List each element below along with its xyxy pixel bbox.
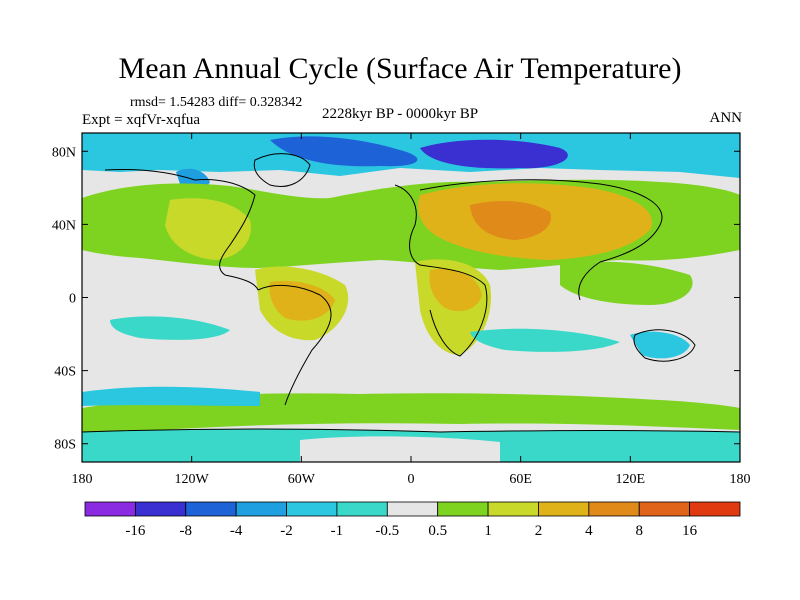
- colorbar-swatch: [134, 501, 187, 517]
- colorbar-swatch: [538, 501, 590, 517]
- map-title: Mean Annual Cycle (Surface Air Temperatu…: [118, 52, 682, 85]
- siberia-strong-cool: [420, 139, 568, 169]
- colorbar-label: 1: [484, 523, 492, 539]
- lon-tick-label: 180: [72, 472, 93, 487]
- colorbar-label: -0.5: [375, 523, 399, 539]
- arctic-strong-cool: [270, 136, 418, 167]
- colorbar-label: -8: [180, 523, 193, 539]
- colorbar-swatch: [286, 501, 338, 517]
- southern-ocean-cool: [82, 386, 260, 406]
- colorbar-swatch: [84, 501, 136, 517]
- colorbar-label: -4: [230, 523, 243, 539]
- colorbar-label: -2: [280, 523, 293, 539]
- africa-hot: [429, 268, 482, 312]
- longitude-axis: 180 120W 60W 0 60E 120E 180: [72, 133, 751, 487]
- north-america-warm: [165, 198, 251, 260]
- amazon-hot: [269, 280, 335, 321]
- colorbar-label: 2: [535, 523, 543, 539]
- season-label: ANN: [709, 110, 743, 126]
- rmsd-stats: rmsd= 1.54283 diff= 0.328342: [130, 95, 303, 110]
- maritime-warm: [560, 261, 693, 305]
- colorbar-swatch: [336, 501, 388, 517]
- colorbar-label: -16: [125, 523, 145, 539]
- anomaly-field: [82, 133, 740, 462]
- coast-north-america: [104, 169, 259, 291]
- lat-tick-label: 40S: [54, 365, 76, 380]
- coast-south-america: [257, 285, 332, 406]
- coast-greenland: [253, 153, 311, 187]
- coast-australia: [633, 329, 696, 362]
- lat-tick-label: 80N: [52, 145, 76, 160]
- lon-tick-label: 120W: [175, 472, 210, 487]
- colorbar-swatch: [235, 501, 287, 517]
- south-indian-cool: [470, 328, 620, 352]
- coast-asia: [419, 179, 663, 301]
- lon-tick-label: 180: [730, 472, 751, 487]
- central-asia-hot: [470, 200, 551, 240]
- antarctic-neutral: [300, 436, 500, 462]
- colorbar-swatch: [638, 501, 691, 517]
- colorbar-swatch: [386, 501, 439, 517]
- colorbar-swatch: [487, 501, 539, 517]
- colorbar-swatch: [588, 501, 640, 517]
- period-label: 2228kyr BP - 0000kyr BP: [322, 106, 479, 122]
- lat-tick-label: 0: [69, 292, 76, 307]
- lat-tick-label: 80S: [54, 438, 76, 453]
- colorbar-label: 4: [585, 523, 593, 539]
- south-pacific-cool: [110, 316, 230, 340]
- colorbar-swatch: [437, 501, 489, 517]
- colorbar: -16 -8 -4 -2 -1 -0.5 0.5 1 2 4 8 16: [84, 501, 741, 539]
- latitude-axis: 80N 40N 0 40S 80S: [52, 145, 740, 453]
- lon-tick-label: 60E: [509, 472, 532, 487]
- lat-tick-label: 40N: [52, 218, 76, 233]
- coast-antarctica: [82, 428, 740, 433]
- lon-tick-label: 120E: [616, 472, 646, 487]
- colorbar-label: -1: [331, 523, 344, 539]
- experiment-label: Expt = xqfVr-xqfua: [82, 112, 201, 128]
- colorbar-label: 0.5: [428, 523, 447, 539]
- colorbar-label: 16: [682, 523, 698, 539]
- colorbar-swatch: [185, 501, 237, 517]
- lon-tick-label: 60W: [288, 472, 316, 487]
- colorbar-swatch: [689, 501, 741, 517]
- colorbar-label: 8: [635, 523, 643, 539]
- australia-cool: [630, 331, 690, 359]
- coastlines: [82, 153, 740, 433]
- coast-europe-africa: [394, 184, 488, 357]
- pacific-neutral: [82, 260, 230, 301]
- lon-tick-label: 0: [408, 472, 415, 487]
